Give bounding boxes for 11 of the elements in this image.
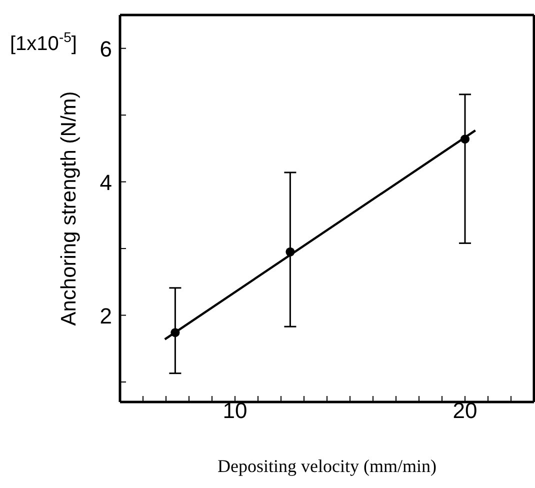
y-tick-label: 6: [100, 36, 112, 62]
point: [170, 328, 180, 338]
point: [460, 134, 470, 144]
x-axis-title: Depositing velocity (mm/min): [218, 456, 436, 476]
point: [286, 247, 295, 256]
y-tick-label: 2: [100, 303, 112, 328]
y-tick-label: 4: [100, 170, 112, 195]
text: [1x10$^{-5}$]: [10, 29, 77, 55]
x-tick-label: 10: [222, 398, 248, 423]
x-tick-label: 20: [452, 398, 478, 423]
y-axis-title: Anchoring strength (N/m): [57, 91, 80, 326]
